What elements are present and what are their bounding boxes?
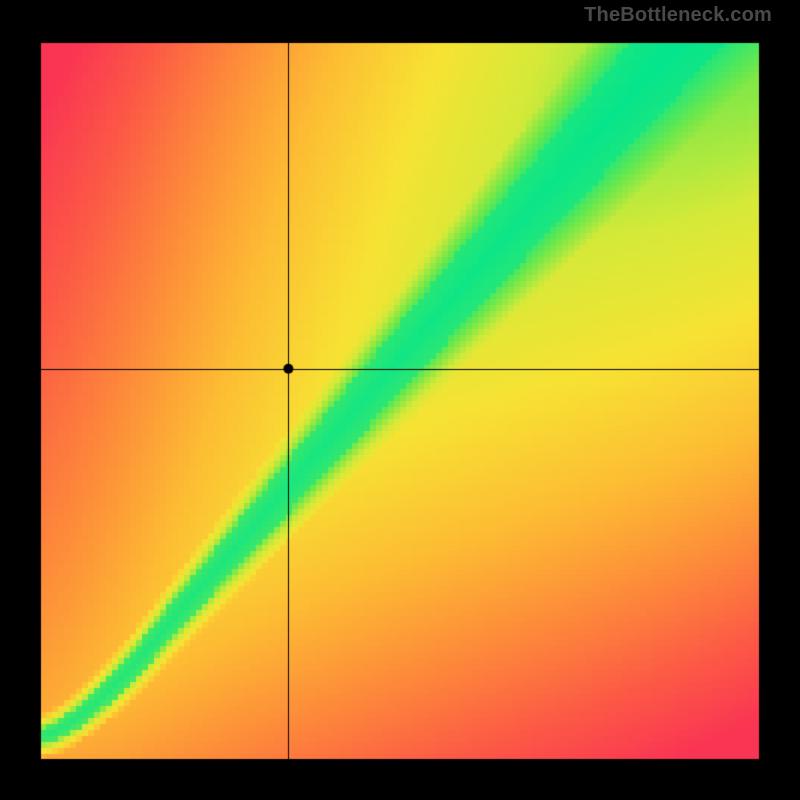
watermark-text: TheBottleneck.com [584, 4, 772, 27]
bottleneck-heatmap [0, 0, 800, 800]
